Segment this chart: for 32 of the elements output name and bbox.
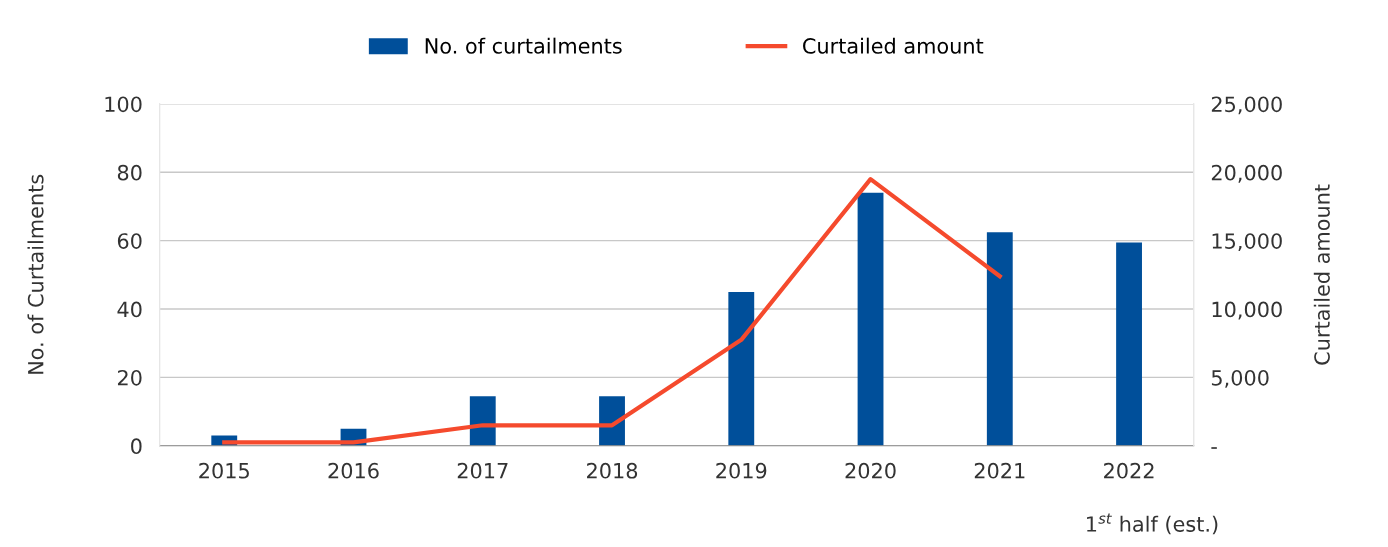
x-tick-label: 2016 — [328, 462, 379, 479]
x-tick-label: 2021 — [974, 462, 1025, 479]
bar — [986, 232, 1013, 446]
y-tick-label: 20 — [117, 369, 142, 386]
y2-tick-label: 20,000 — [1211, 164, 1282, 183]
y-tick-label: 100 — [105, 96, 142, 113]
y2-tick-label: 25,000 — [1211, 96, 1282, 115]
y2-axis-title: Curtailed amount — [1313, 184, 1330, 365]
y-axis-title: No. of Curtailments — [27, 174, 44, 374]
y2-tick-label: 15,000 — [1212, 233, 1282, 252]
bar — [857, 192, 884, 446]
text: 1$^{st}$ half (est.) — [1087, 513, 1218, 535]
y-tick-label: 0 — [131, 438, 142, 455]
y2-tick-label: 5,000 — [1211, 369, 1269, 388]
y-tick-label: 40 — [117, 301, 142, 318]
bar — [1116, 242, 1142, 446]
y-tick-label: 80 — [117, 164, 142, 181]
bar — [599, 396, 625, 446]
legend-label: Curtailed amount — [803, 37, 984, 54]
y2-tick-label: 10,000 — [1212, 301, 1282, 320]
y2-tick-label: - — [1211, 447, 1217, 449]
legend-label: No. of curtailments — [425, 37, 622, 54]
x-tick-label: 2019 — [716, 462, 767, 479]
x-tick-label: 2022 — [1104, 462, 1154, 479]
bar — [728, 291, 755, 446]
y-tick-label: 60 — [117, 233, 142, 249]
x-tick-label: 2017 — [457, 462, 508, 479]
bar — [469, 396, 496, 446]
x-tick-label: 2015 — [199, 462, 249, 479]
x-tick-label: 2020 — [845, 462, 896, 479]
line-series — [222, 177, 1002, 445]
x-tick-label: 2018 — [587, 462, 638, 479]
